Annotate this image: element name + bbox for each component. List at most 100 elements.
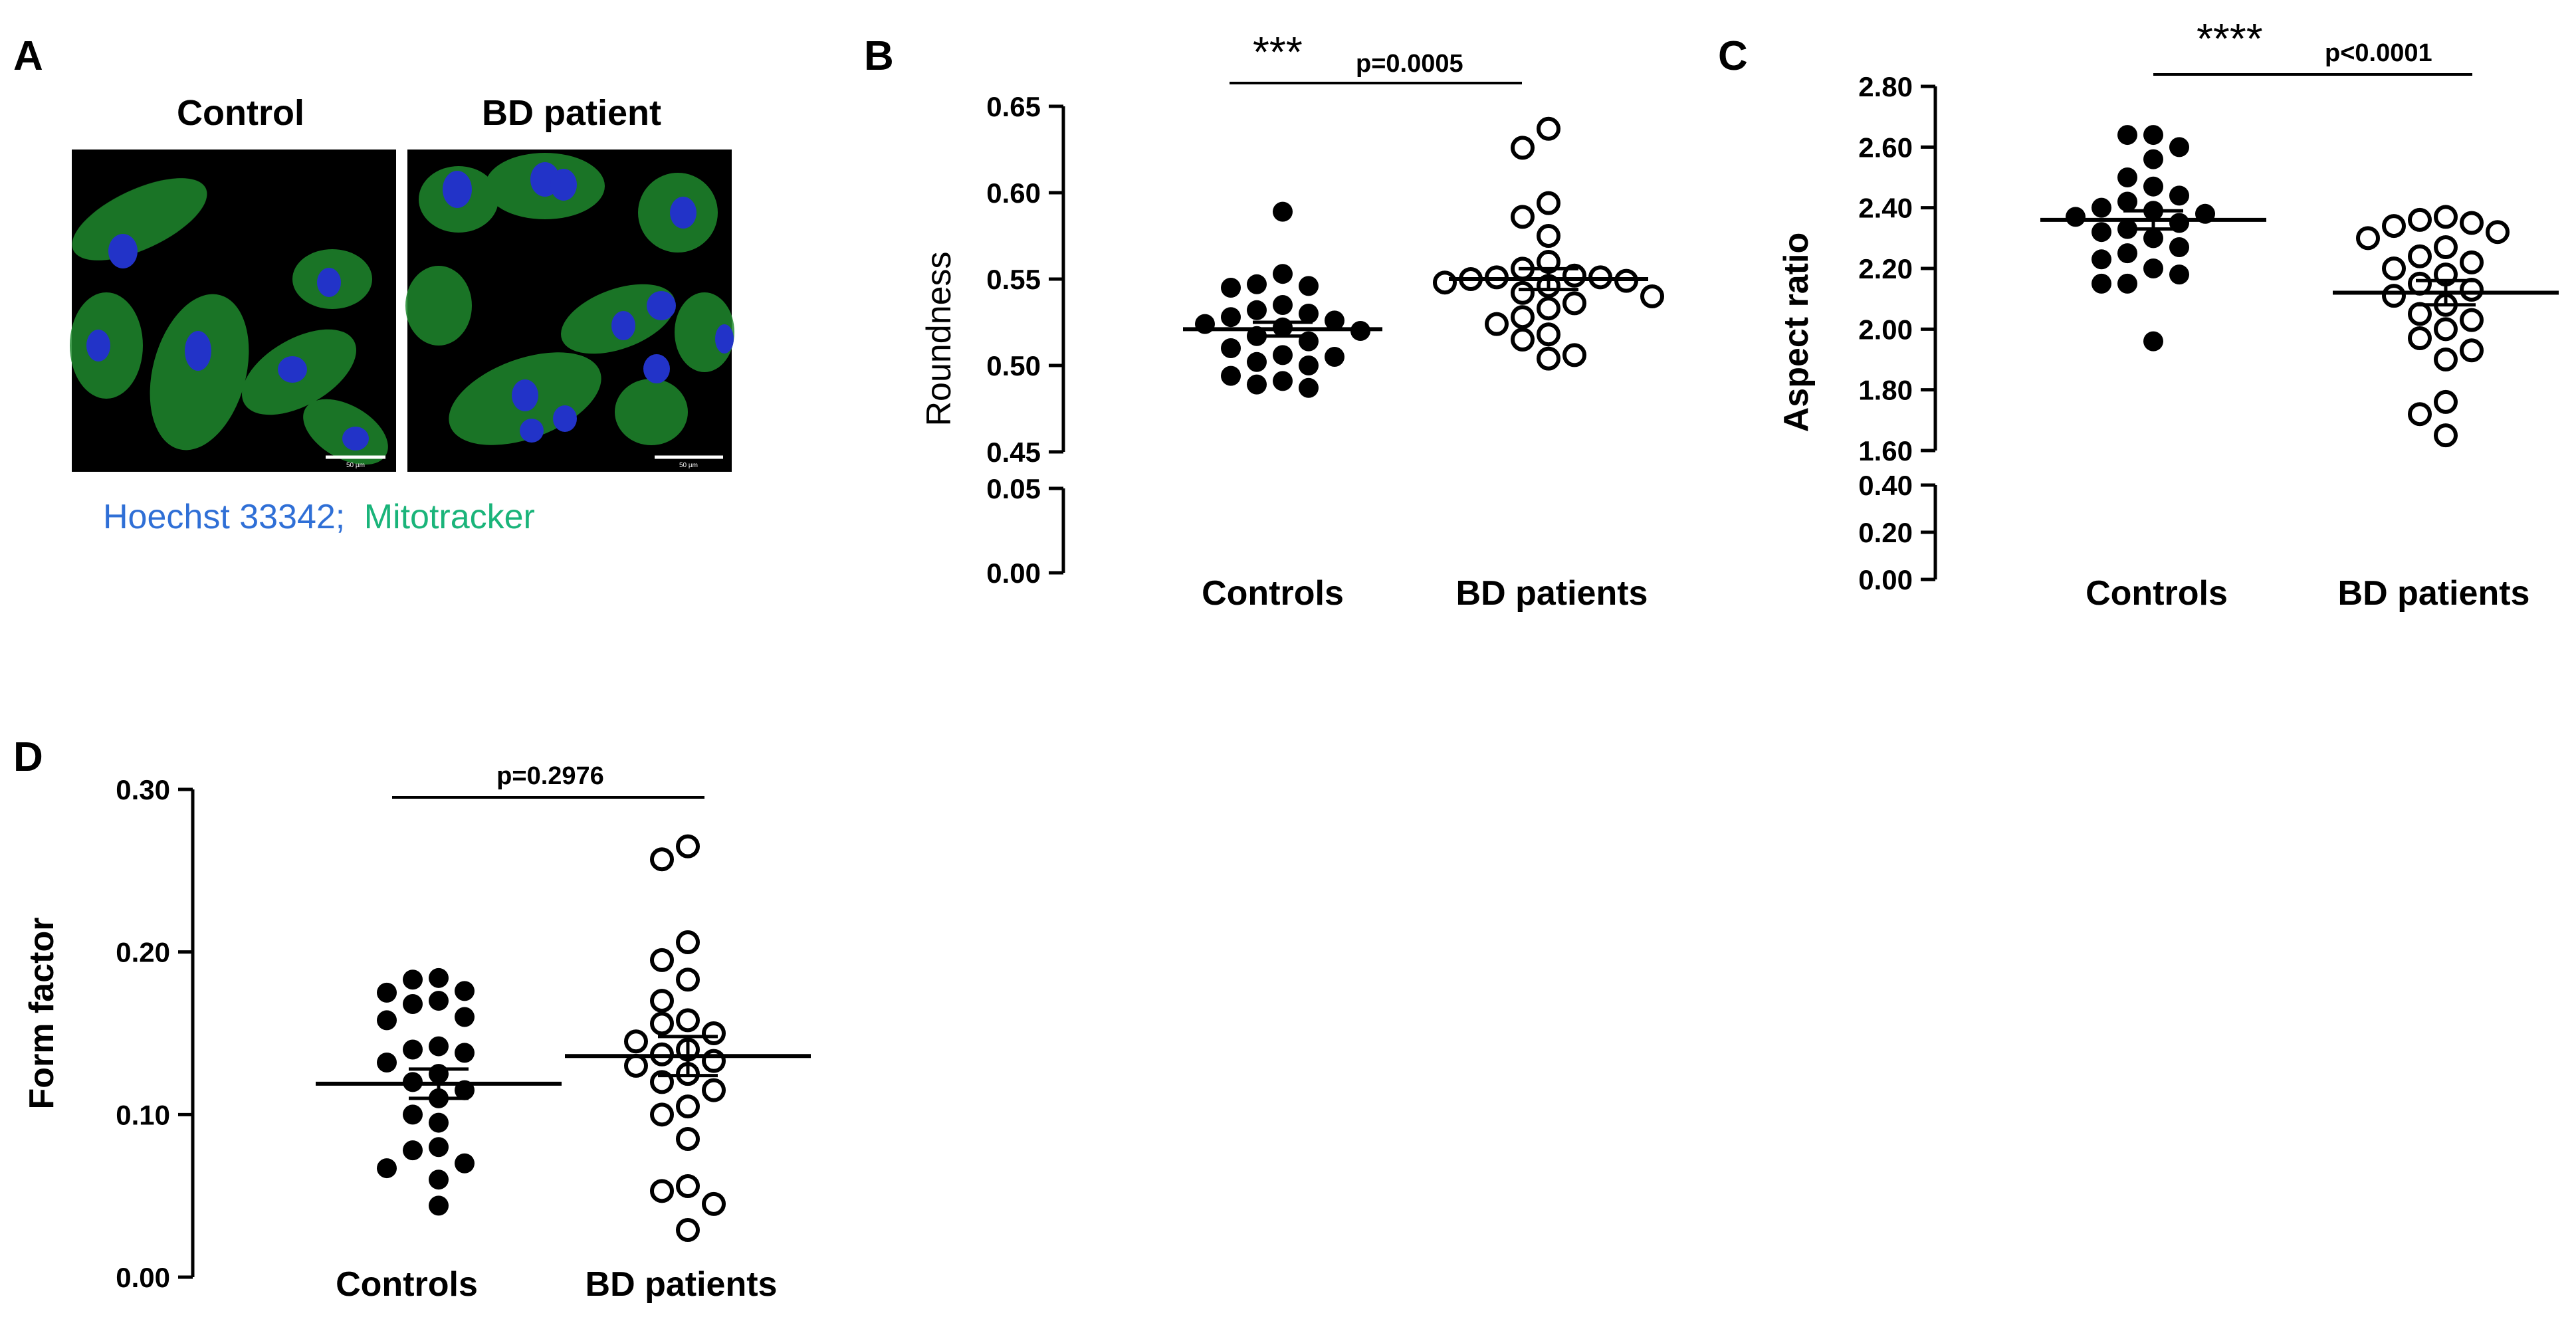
data-point-controls — [2143, 228, 2163, 249]
x-label-controls-b: Controls — [1202, 574, 1344, 613]
tick-label: 0.65 — [986, 91, 1041, 122]
data-point-controls — [377, 1053, 397, 1073]
data-point-controls — [403, 1140, 423, 1161]
mean-sem-c — [2040, 209, 2559, 307]
y-axis-ticks-c: 1.60 1.80 2.00 2.20 2.40 2.60 2.80 0.00 0.20 0.40 — [1858, 71, 1913, 595]
data-point-controls — [403, 969, 423, 990]
data-point-bd-patients — [2460, 277, 2484, 302]
data-point-controls — [455, 1153, 475, 1173]
data-point-controls — [1273, 264, 1293, 284]
tick-label: 0.00 — [1858, 564, 1913, 595]
stain-legend-hoechst: Hoechst 33342; — [103, 498, 345, 536]
data-point-controls — [1299, 377, 1319, 398]
data-point-bd-patients — [1562, 343, 1586, 367]
data-point-controls — [2066, 207, 2086, 227]
data-point-bd-patients — [2434, 235, 2458, 260]
data-point-bd-patients — [650, 847, 674, 872]
data-point-bd-patients — [2434, 317, 2458, 342]
data-point-bd-patients — [702, 1078, 726, 1102]
data-point-controls — [1247, 352, 1267, 372]
data-point-controls — [2092, 273, 2111, 294]
y-axis-label-roundness: Roundness — [920, 251, 958, 426]
data-point-controls — [1247, 300, 1267, 320]
data-point-controls — [1299, 356, 1319, 375]
data-points-c — [2066, 125, 2510, 448]
scale-bar-label-control: 50 µm — [346, 462, 365, 469]
data-point-controls — [429, 1036, 449, 1057]
data-point-bd-patients — [1511, 328, 1535, 352]
tick-label: 0.00 — [986, 558, 1041, 589]
panel-letter-b: B — [864, 33, 894, 79]
panel-b-roundness-chart: B Roundness 0.45 0.50 0.55 0.60 0.65 0.00 0.05… — [864, 28, 1664, 613]
tick-label: 0.00 — [116, 1262, 170, 1293]
data-point-controls — [2092, 222, 2111, 243]
tick-label: 0.45 — [986, 437, 1041, 468]
data-point-bd-patients — [676, 1173, 700, 1198]
y-axis-label-form-factor: Form factor — [23, 918, 61, 1110]
data-point-bd-patients — [676, 967, 700, 992]
mean-sem-b — [1183, 266, 1648, 338]
data-point-bd-patients — [1537, 224, 1560, 248]
x-label-bd-patients-d: BD patients — [586, 1265, 778, 1304]
data-point-controls — [2117, 243, 2137, 264]
data-point-controls — [2169, 137, 2189, 157]
data-point-bd-patients — [1537, 191, 1560, 215]
data-point-controls — [403, 1039, 423, 1060]
data-point-bd-patients — [1511, 305, 1535, 330]
data-point-controls — [1273, 201, 1293, 222]
data-point-controls — [2117, 125, 2137, 146]
data-point-controls — [1247, 374, 1267, 395]
data-point-controls — [2143, 331, 2163, 352]
data-point-bd-patients — [2408, 302, 2432, 326]
data-point-bd-patients — [2434, 205, 2458, 229]
x-label-bd-patients-c: BD patients — [2338, 574, 2530, 613]
data-point-bd-patients — [1433, 270, 1457, 295]
panel-letter-d: D — [13, 734, 43, 780]
data-point-bd-patients — [1537, 116, 1560, 141]
x-label-controls-d: Controls — [336, 1265, 478, 1304]
p-value-d: p=0.2976 — [496, 762, 604, 790]
data-point-bd-patients — [2460, 211, 2484, 235]
data-point-bd-patients — [2408, 402, 2432, 427]
data-point-bd-patients — [676, 930, 700, 954]
panel-d-form-factor-chart: D Form factor 0.000.100.200.30 Controls … — [13, 734, 811, 1304]
x-label-bd-patients-b: BD patients — [1456, 574, 1648, 613]
data-point-bd-patients — [1537, 296, 1560, 321]
y-axis-ticks-d: 0.00 0.10 0.20 0.30 — [116, 774, 170, 1293]
data-point-bd-patients — [2382, 256, 2406, 280]
panel-letter-a: A — [13, 33, 43, 79]
tick-label: 0.50 — [986, 350, 1041, 381]
data-point-controls — [377, 982, 397, 1003]
y-axis-d — [178, 787, 195, 1279]
panel-letter-c: C — [1718, 33, 1748, 79]
data-point-bd-patients — [1537, 322, 1560, 347]
data-point-bd-patients — [676, 1127, 700, 1152]
image-title-control: Control — [177, 93, 304, 133]
data-point-bd-patients — [650, 989, 674, 1013]
tick-label: 0.30 — [116, 774, 170, 805]
data-point-controls — [403, 1104, 423, 1125]
data-point-bd-patients — [650, 1179, 674, 1203]
image-title-bd-patient: BD patient — [482, 93, 661, 133]
data-point-bd-patients — [650, 948, 674, 972]
data-point-bd-patients — [2434, 423, 2458, 448]
tick-label: 0.20 — [1858, 517, 1913, 548]
data-point-controls — [2169, 185, 2189, 206]
data-point-controls — [2143, 149, 2163, 169]
tick-label: 1.60 — [1858, 435, 1913, 466]
data-point-controls — [1325, 310, 1344, 331]
data-point-controls — [429, 1112, 449, 1133]
data-point-bd-patients — [1537, 346, 1560, 371]
data-point-bd-patients — [1511, 136, 1535, 160]
tick-label: 0.40 — [1858, 470, 1913, 501]
data-point-controls — [1273, 371, 1293, 391]
data-point-bd-patients — [676, 1008, 700, 1033]
y-axis-c — [1921, 84, 1937, 581]
data-point-controls — [1221, 307, 1241, 328]
y-axis-b — [1049, 104, 1065, 575]
data-point-controls — [2092, 249, 2111, 270]
data-point-controls — [2143, 176, 2163, 197]
data-point-controls — [377, 1158, 397, 1179]
tick-label: 2.40 — [1858, 193, 1913, 224]
